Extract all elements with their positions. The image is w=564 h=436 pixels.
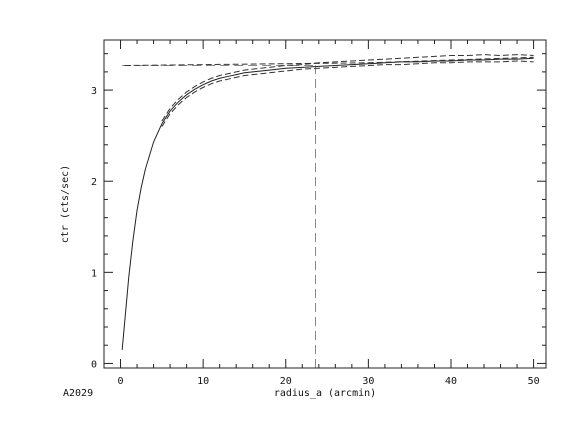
- x-axis-label: radius_a (arcmin): [274, 388, 376, 399]
- x-tick-label: 40: [445, 376, 457, 387]
- error-band-curve-2: [161, 60, 534, 127]
- data-layer: [121, 54, 534, 368]
- y-tick-label: 1: [91, 268, 97, 279]
- x-tick-label: 20: [280, 376, 292, 387]
- x-tick-label: 30: [362, 376, 374, 387]
- error-band-curve-3: [124, 56, 534, 67]
- x-tick-label: 0: [118, 376, 124, 387]
- y-tick-label: 0: [91, 359, 97, 370]
- profile-curve: [121, 57, 534, 350]
- x-tick-label: 10: [197, 376, 209, 387]
- dataset-label: A2029: [63, 388, 93, 399]
- y-axis-label: ctr (cts/sec): [60, 165, 71, 243]
- y-tick-label: 2: [91, 177, 97, 188]
- plot-frame: [103, 39, 547, 369]
- y-tick-label: 3: [91, 86, 97, 97]
- error-band-curve-1: [161, 54, 534, 122]
- x-tick-label: 50: [528, 376, 540, 387]
- axes-layer: 0 10 20 30 40 50 0 1 2 3: [91, 39, 547, 387]
